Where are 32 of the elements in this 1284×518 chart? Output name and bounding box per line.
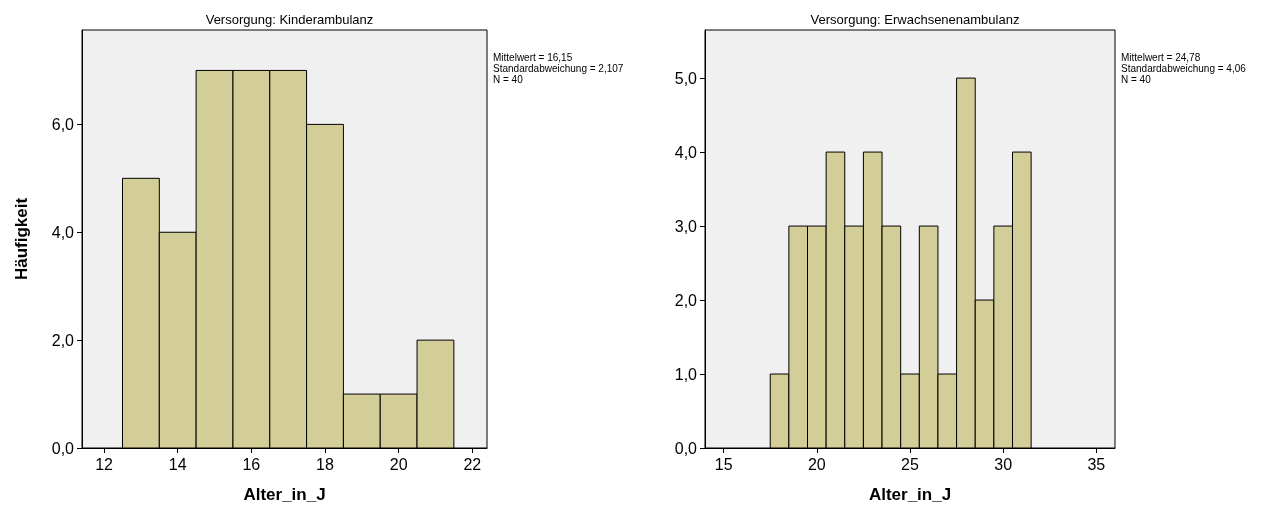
x-tick-label: 30: [994, 455, 1013, 473]
chart-title: Versorgung: Kinderambulanz: [205, 12, 374, 27]
text: N = 40: [493, 73, 524, 85]
x-tick-label: 16: [242, 455, 261, 473]
y-tick-label: 3,0: [674, 217, 698, 235]
y-tick-label: 5,0: [674, 69, 698, 87]
x-tick-label: 12: [95, 455, 114, 473]
x-tick-label: 20: [807, 455, 826, 473]
x-tick-label: 14: [168, 455, 187, 473]
text: N = 40: [1121, 73, 1152, 85]
x-tick-label: 25: [901, 455, 919, 473]
y-tick-label: 0,0: [51, 439, 75, 457]
x-tick-label: 35: [1087, 455, 1106, 473]
y-tick-label: 2,0: [674, 291, 698, 309]
y-tick-label: 0,0: [674, 439, 698, 457]
x-tick-label: 22: [463, 455, 482, 473]
y-tick-label: 1,0: [674, 365, 698, 383]
y-tick-label: 4,0: [51, 223, 75, 241]
y-tick-label: 4,0: [674, 143, 698, 161]
text: Standardabweichung = 4,06: [1121, 62, 1247, 74]
text: Mittelwert = 16,15: [493, 51, 573, 63]
text: Mittelwert = 24,78: [1121, 51, 1201, 63]
chart-title: Versorgung: Erwachsenenambulanz: [810, 12, 1020, 27]
y-tick-label: 2,0: [51, 331, 75, 349]
x-tick-label: 18: [316, 455, 334, 473]
x-axis-title: Alter_in_J: [243, 485, 326, 504]
x-axis-title: Alter_in_J: [868, 485, 952, 504]
text: Standardabweichung = 2,107: [493, 62, 624, 74]
x-tick-label: 15: [714, 455, 733, 473]
y-tick-label: 6,0: [51, 115, 75, 133]
y-axis-title: Häufigkeit: [12, 197, 31, 281]
x-tick-label: 20: [389, 455, 408, 473]
